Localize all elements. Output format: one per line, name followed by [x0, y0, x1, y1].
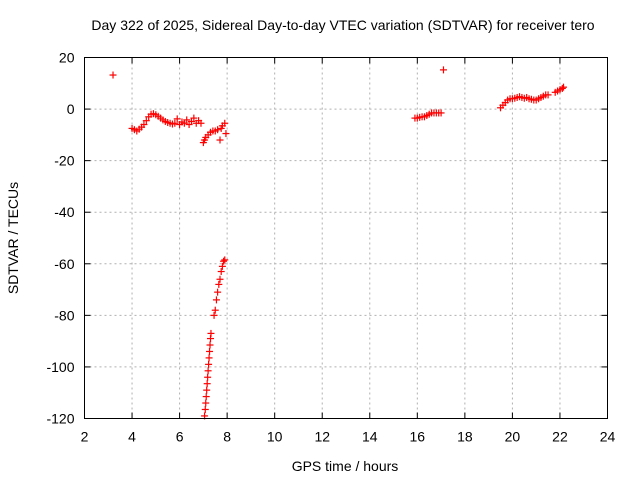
- data-point: [222, 130, 230, 138]
- data-point: [190, 114, 198, 122]
- grid: [84, 57, 608, 419]
- data-point: [214, 288, 222, 296]
- data-point: [207, 329, 215, 337]
- x-tick-label: 10: [267, 429, 283, 445]
- x-tick-label: 16: [410, 429, 426, 445]
- x-tick-label: 12: [314, 429, 330, 445]
- x-tick-label: 18: [457, 429, 473, 445]
- x-tick-label: 24: [600, 429, 616, 445]
- plot-frame: [84, 57, 608, 419]
- data-point: [202, 399, 210, 407]
- data-point: [197, 119, 205, 127]
- x-tick-label: 2: [81, 429, 89, 445]
- data-points: [109, 66, 568, 420]
- data-point: [203, 380, 211, 388]
- data-point: [173, 115, 181, 123]
- y-tick-labels: 20 0 -20 -40 -60 -80 -100 -120: [46, 50, 74, 427]
- x-tick-label: 20: [505, 429, 521, 445]
- data-point: [220, 257, 228, 265]
- data-point: [211, 306, 219, 314]
- data-point: [221, 119, 229, 127]
- data-point: [544, 91, 552, 99]
- y-tick-label: -100: [46, 359, 74, 375]
- data-point: [183, 116, 191, 124]
- y-tick-label: 20: [59, 50, 75, 66]
- data-point: [221, 256, 229, 264]
- y-tick-label: -40: [54, 204, 74, 220]
- data-point: [558, 84, 566, 92]
- x-tick-labels: 2 4 6 8 10 12 14 16 18 20 22 24: [81, 429, 616, 445]
- data-point: [201, 405, 209, 413]
- data-point: [439, 66, 447, 74]
- x-axis-label: GPS time / hours: [292, 458, 399, 474]
- data-point: [210, 311, 218, 319]
- data-point: [142, 117, 150, 125]
- data-point: [140, 121, 148, 129]
- data-point: [560, 83, 568, 91]
- x-tick-label: 14: [362, 429, 378, 445]
- data-point: [218, 262, 226, 270]
- data-point: [216, 136, 224, 144]
- axis-ticks: [84, 57, 608, 419]
- x-tick-label: 4: [128, 429, 136, 445]
- data-point: [205, 354, 213, 362]
- data-point: [206, 341, 214, 349]
- data-point: [171, 119, 179, 127]
- x-tick-label: 8: [223, 429, 231, 445]
- y-tick-label: -120: [46, 411, 74, 427]
- data-point: [205, 360, 213, 368]
- data-point: [202, 393, 210, 401]
- data-point: [109, 71, 117, 79]
- data-point: [203, 386, 211, 394]
- data-point: [437, 109, 445, 117]
- y-tick-label: -20: [54, 153, 74, 169]
- data-point: [204, 367, 212, 375]
- y-tick-label: -80: [54, 307, 74, 323]
- y-tick-label: 0: [67, 101, 75, 117]
- chart-title: Day 322 of 2025, Sidereal Day-to-day VTE…: [91, 17, 594, 33]
- data-point: [217, 268, 225, 276]
- data-point: [206, 347, 214, 355]
- data-point: [216, 275, 224, 283]
- data-point: [204, 373, 212, 381]
- y-axis-label: SDTVAR / TECUs: [5, 182, 21, 294]
- data-point: [212, 296, 220, 304]
- x-tick-label: 6: [176, 429, 184, 445]
- data-point: [215, 280, 223, 288]
- data-point: [214, 126, 222, 134]
- y-tick-label: -60: [54, 256, 74, 272]
- x-tick-label: 22: [552, 429, 568, 445]
